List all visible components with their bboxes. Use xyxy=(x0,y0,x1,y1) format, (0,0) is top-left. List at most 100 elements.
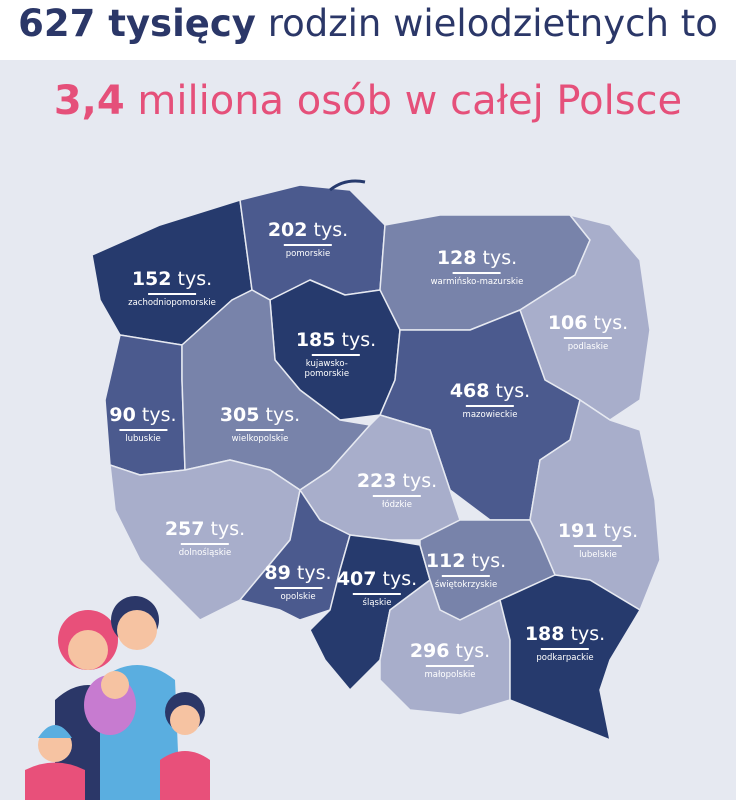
region-unit: tys. xyxy=(603,520,639,542)
region-value-line: 188 tys. xyxy=(525,623,605,645)
region-unit: tys. xyxy=(402,470,438,492)
region-value-line: 223 tys. xyxy=(357,470,437,492)
region-name: dolnośląskie xyxy=(178,547,232,558)
region-value-line: 202 tys. xyxy=(268,219,348,241)
label-rule xyxy=(235,429,284,431)
region-label: 202 tys. pomorskie xyxy=(268,219,348,259)
region-label: 468 tys. mazowieckie xyxy=(450,380,530,420)
region-unit: tys. xyxy=(471,550,507,572)
label-rule xyxy=(283,244,332,246)
region-label: 188 tys. podkarpackie xyxy=(525,623,605,663)
region-label: 296 tys. małopolskie xyxy=(410,640,490,680)
region-unit: tys. xyxy=(382,568,418,590)
subtitle: 3,4 miliona osób w całej Polsce xyxy=(0,78,736,124)
region-name: kujawsko-pomorskie xyxy=(304,358,350,379)
title: 627 tysięcy rodzin wielodzietnych to xyxy=(0,2,736,45)
title-bold: 627 tysięcy xyxy=(18,2,256,45)
label-rule xyxy=(573,545,622,547)
region-label: 257 tys. dolnośląskie xyxy=(165,518,245,558)
region-value-line: 128 tys. xyxy=(431,247,524,269)
label-rule xyxy=(118,429,167,431)
label-rule xyxy=(273,587,322,589)
region-name: podkarpackie xyxy=(536,652,594,663)
region-shape xyxy=(309,534,431,691)
region-value-line: 296 tys. xyxy=(410,640,490,662)
region-name: lubuskie xyxy=(125,433,161,444)
region-label: 191 tys. lubelskie xyxy=(558,520,638,560)
subtitle-bold: 3,4 xyxy=(53,78,125,124)
region-label: 89 tys. opolskie xyxy=(264,562,331,602)
region-name: pomorskie xyxy=(285,248,331,259)
region-unit: tys. xyxy=(455,640,491,662)
region-unit: tys. xyxy=(265,404,301,426)
title-rest: rodzin wielodzietnych to xyxy=(267,2,718,45)
region-value-line: 305 tys. xyxy=(220,404,300,426)
region-value: 112 xyxy=(425,550,466,572)
region-name: zachodniopomorskie xyxy=(128,297,216,308)
region-label: 106 tys. podlaskie xyxy=(548,312,628,352)
region-unit: tys. xyxy=(495,380,531,402)
region-value: 89 xyxy=(264,562,291,584)
region-shape xyxy=(239,489,351,621)
region-value-line: 407 tys. xyxy=(337,568,417,590)
region-name: małopolskie xyxy=(424,669,476,680)
region-value-line: 468 tys. xyxy=(450,380,530,402)
label-rule xyxy=(465,405,514,407)
region-unit: tys. xyxy=(296,562,332,584)
label-rule xyxy=(180,543,229,545)
region-value: 305 xyxy=(219,404,260,426)
label-rule xyxy=(540,648,589,650)
region-label: 305 tys. wielkopolskie xyxy=(220,404,300,444)
region-label: 128 tys. warmińsko-mazurskie xyxy=(431,247,524,287)
hel-peninsula xyxy=(329,179,366,192)
region-value: 407 xyxy=(336,568,377,590)
label-rule xyxy=(563,337,612,339)
region-label: 112 tys. świętokrzyskie xyxy=(426,550,506,590)
family-illustration xyxy=(25,596,210,800)
region-value: 106 xyxy=(547,312,588,334)
region-value: 90 xyxy=(109,404,136,426)
region-value-line: 90 tys. xyxy=(109,404,176,426)
region-name: mazowieckie xyxy=(462,409,518,420)
region-value: 468 xyxy=(449,380,490,402)
region-value-line: 257 tys. xyxy=(165,518,245,540)
region-unit: tys. xyxy=(593,312,629,334)
region-label: 223 tys. łódzkie xyxy=(357,470,437,510)
region-value-line: 152 tys. xyxy=(128,268,216,290)
region-shape xyxy=(499,574,641,741)
region-value: 185 xyxy=(295,329,336,351)
region-value-line: 185 tys. xyxy=(296,329,376,351)
region-value: 296 xyxy=(409,640,450,662)
region-value: 188 xyxy=(524,623,565,645)
region-label: 185 tys. kujawsko-pomorskie xyxy=(296,329,376,379)
region-label: 407 tys. śląskie xyxy=(337,568,417,608)
region-name: łódzkie xyxy=(381,499,412,510)
region-unit: tys. xyxy=(570,623,606,645)
region-value: 223 xyxy=(356,470,397,492)
header-bar xyxy=(0,0,736,60)
region-value-line: 112 tys. xyxy=(426,550,506,572)
region-name: opolskie xyxy=(280,591,316,602)
region-value-line: 106 tys. xyxy=(548,312,628,334)
region-name: podlaskie xyxy=(567,341,609,352)
region-value: 202 xyxy=(267,219,308,241)
region-unit: tys. xyxy=(313,219,349,241)
region-name: lubelskie xyxy=(579,549,617,560)
region-shape xyxy=(299,414,461,541)
label-rule xyxy=(425,665,474,667)
region-unit: tys. xyxy=(177,268,213,290)
region-name: warmińsko-mazurskie xyxy=(430,276,524,287)
region-name: wielkopolskie xyxy=(231,433,289,444)
region-value: 257 xyxy=(164,518,205,540)
region-unit: tys. xyxy=(141,404,177,426)
label-rule xyxy=(352,593,401,595)
label-rule xyxy=(452,272,501,274)
region-name: śląskie xyxy=(362,597,392,608)
label-rule xyxy=(147,293,196,295)
region-name: świętokrzyskie xyxy=(434,579,498,590)
region-unit: tys. xyxy=(341,329,377,351)
region-value-line: 89 tys. xyxy=(264,562,331,584)
region-unit: tys. xyxy=(210,518,246,540)
